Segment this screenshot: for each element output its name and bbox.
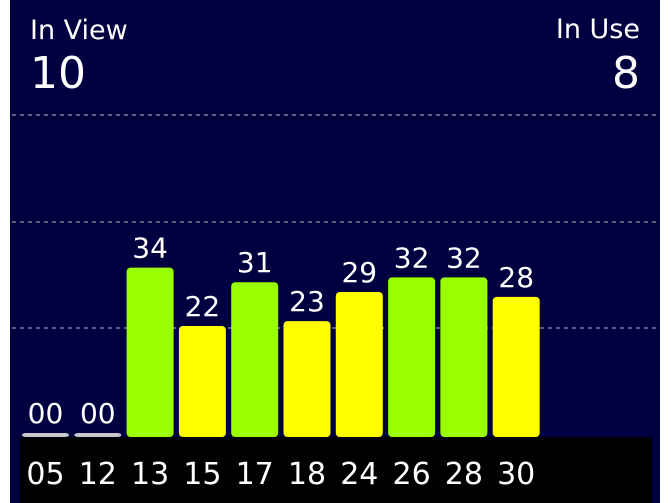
satellite-id: 15 — [183, 457, 221, 492]
satellite-id: 17 — [236, 457, 274, 492]
value-label: 28 — [498, 261, 534, 294]
satellite-id: 24 — [340, 457, 378, 492]
bar — [178, 326, 226, 437]
satellite-id: 28 — [445, 457, 483, 492]
bar — [388, 277, 436, 437]
value-label: 29 — [341, 256, 377, 289]
value-label: 23 — [289, 285, 325, 318]
satellite-id: 12 — [79, 457, 117, 492]
value-label: 22 — [185, 290, 221, 323]
in-view-label: In View — [30, 15, 128, 46]
bar — [335, 291, 383, 437]
bar — [22, 433, 69, 437]
bar — [74, 433, 122, 437]
in-use-count: 8 — [612, 48, 640, 99]
in-use-label: In Use — [556, 14, 640, 45]
satellite-id: 30 — [497, 457, 535, 492]
value-label: 31 — [237, 246, 273, 279]
value-label: 00 — [28, 397, 64, 430]
satellite-id: 26 — [393, 457, 431, 492]
value-label: 00 — [80, 397, 116, 430]
bar — [126, 267, 174, 437]
satellite-id: 18 — [288, 457, 326, 492]
label-strip — [20, 437, 652, 503]
bar — [440, 277, 488, 437]
satellite-id: 05 — [26, 457, 64, 492]
value-label: 32 — [446, 241, 482, 274]
satellite-id: 13 — [131, 457, 169, 492]
in-view-count: 10 — [30, 48, 86, 99]
bar — [283, 321, 331, 437]
value-label: 34 — [132, 232, 168, 265]
value-label: 32 — [394, 241, 430, 274]
bar — [231, 282, 279, 437]
bar — [492, 296, 540, 437]
